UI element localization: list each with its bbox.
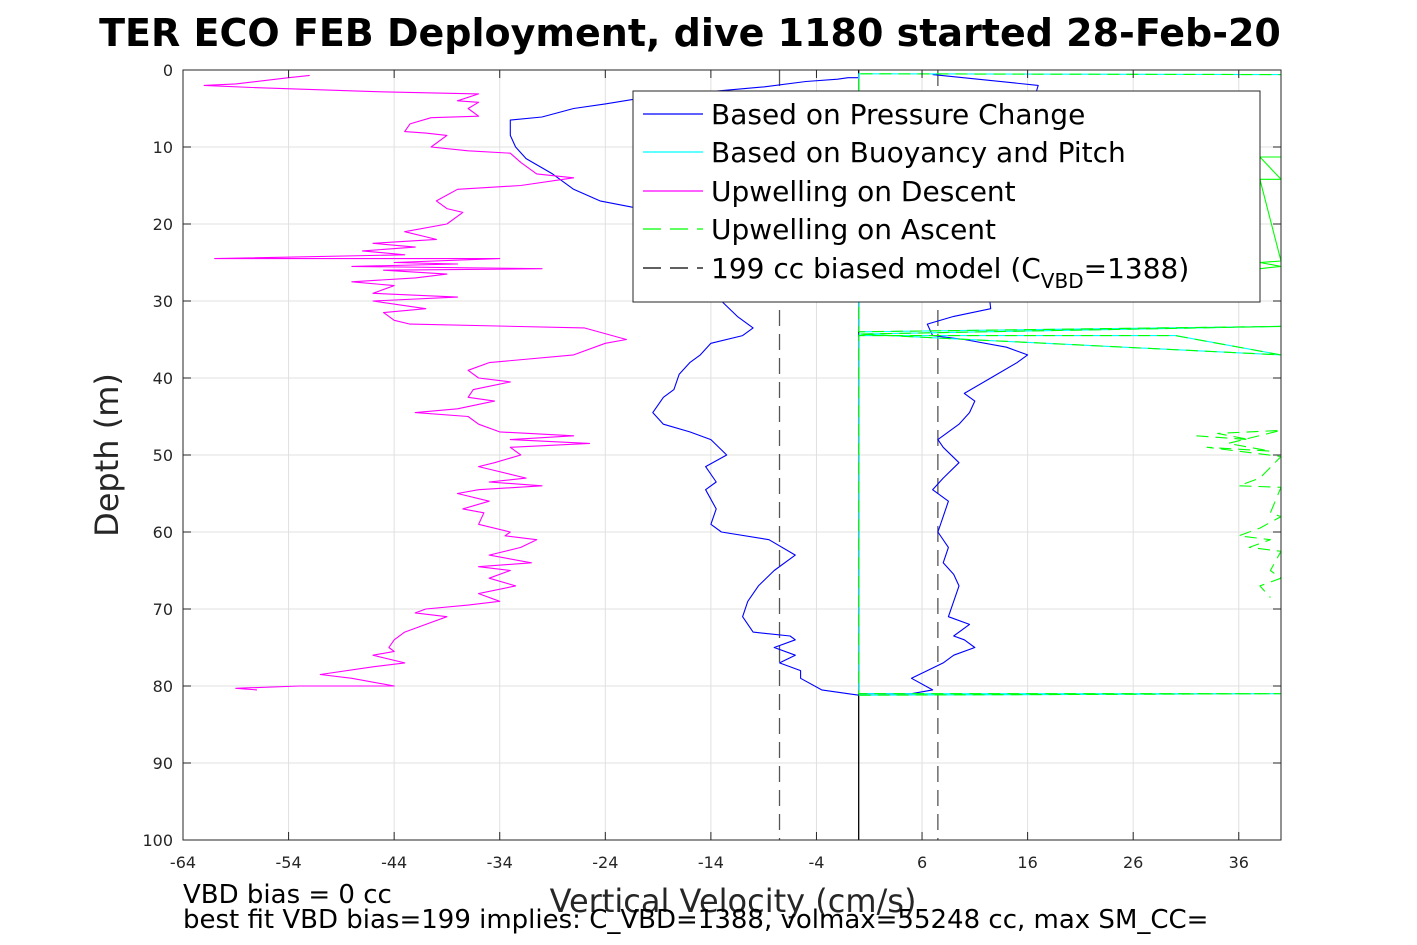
x-tick-label: -14 — [698, 853, 724, 872]
x-tick-label: -54 — [276, 853, 302, 872]
series-line — [203, 74, 627, 691]
y-axis-ticks: 0 10 20 30 40 50 60 70 80 90 100 — [142, 61, 1281, 850]
y-tick-label: 70 — [153, 600, 173, 619]
chart-title: TER ECO FEB Deployment, dive 1180 starte… — [99, 11, 1281, 55]
y-tick-label: 90 — [153, 754, 173, 773]
y-tick-label: 100 — [142, 831, 173, 850]
y-tick-label: 80 — [153, 677, 173, 696]
x-tick-label: 16 — [1017, 853, 1037, 872]
series-line — [509, 75, 860, 696]
y-tick-label: 50 — [153, 446, 173, 465]
y-axis-label: Depth (m) — [88, 373, 126, 537]
y-tick-label: 40 — [153, 369, 173, 388]
y-tick-label: 60 — [153, 523, 173, 542]
x-tick-label: 36 — [1229, 853, 1249, 872]
x-tick-label: 6 — [917, 853, 927, 872]
legend-label: Based on Pressure Change — [711, 98, 1085, 131]
series-line — [1196, 429, 1282, 598]
x-tick-label: 26 — [1123, 853, 1143, 872]
x-axis-label: Vertical Velocity (cm/s) — [550, 882, 917, 920]
y-tick-label: 0 — [163, 61, 173, 80]
x-tick-label: -44 — [381, 853, 407, 872]
best-fit-note: best fit VBD bias=199 implies: C_VBD=138… — [183, 905, 1208, 935]
series-line — [858, 74, 1039, 695]
x-axis-ticks: -64 -54 -44 -34 -24 -14 -4 6 16 26 36 — [170, 70, 1249, 872]
legend-box — [632, 90, 1261, 303]
x-tick-label: -4 — [808, 853, 824, 872]
y-tick-label: 10 — [153, 138, 173, 157]
x-tick-label: -64 — [170, 853, 196, 872]
legend: Based on Pressure Change Based on Buoyanc… — [632, 90, 1261, 303]
legend-label: Based on Buoyancy and Pitch — [711, 136, 1126, 169]
x-tick-label: -34 — [487, 853, 513, 872]
x-tick-label: -24 — [592, 853, 618, 872]
legend-label: Upwelling on Ascent — [711, 213, 996, 246]
y-tick-label: 20 — [153, 215, 173, 234]
y-tick-label: 30 — [153, 292, 173, 311]
legend-label: 199 cc biased model (CVBD=1388) — [711, 252, 1189, 293]
legend-label: Upwelling on Descent — [711, 175, 1016, 208]
series-line — [1259, 156, 1282, 270]
vbd-bias-note: VBD bias = 0 cc — [183, 880, 392, 910]
